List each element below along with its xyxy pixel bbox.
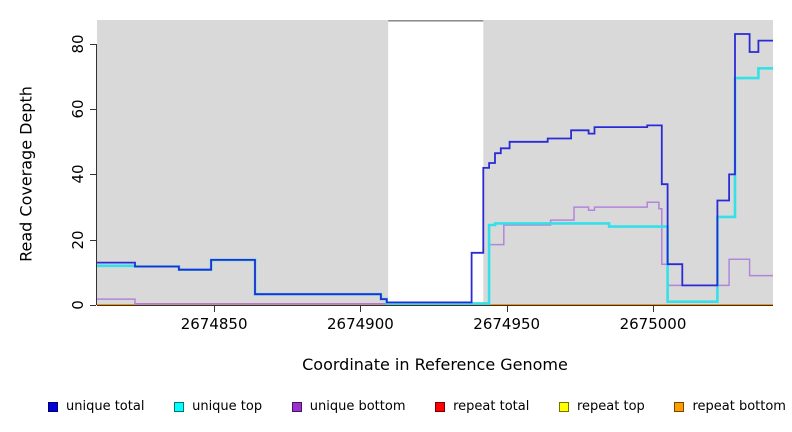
legend-label: unique bottom xyxy=(309,399,406,414)
gap-top-border xyxy=(388,20,484,22)
x-tick xyxy=(360,306,362,312)
legend-swatch-icon xyxy=(48,401,58,412)
x-tick-label: 2674900 xyxy=(326,315,394,333)
legend-label: unique total xyxy=(66,399,145,414)
legend-label: repeat bottom xyxy=(692,399,786,414)
x-axis-title: Coordinate in Reference Genome xyxy=(302,355,568,374)
y-tick-label: 20 xyxy=(69,230,87,250)
legend-item-unique-total: unique total xyxy=(48,399,144,414)
x-tick xyxy=(214,306,216,312)
x-tick xyxy=(653,306,654,312)
legend-swatch-icon xyxy=(435,401,446,412)
y-tick-label: 80 xyxy=(69,34,87,54)
legend-label: repeat top xyxy=(577,399,645,414)
legend-item-unique-top: unique top xyxy=(174,399,262,414)
series-unique-total xyxy=(97,33,773,304)
legend-swatch-icon xyxy=(559,401,569,412)
legend-label: repeat total xyxy=(453,399,530,414)
y-tick-label: 60 xyxy=(69,99,87,119)
legend: unique total unique top unique bottom repea… xyxy=(48,399,786,414)
legend-swatch-icon xyxy=(674,401,685,412)
legend-item-unique-bottom: unique bottom xyxy=(291,399,406,414)
y-tick xyxy=(90,174,96,176)
x-tick-label: 2674950 xyxy=(473,315,541,333)
y-tick-label: 40 xyxy=(69,164,87,184)
y-axis-line xyxy=(96,44,97,305)
legend-label: unique top xyxy=(192,399,263,414)
x-tick-label: 2675000 xyxy=(619,315,687,333)
legend-item-repeat-bottom: repeat bottom xyxy=(674,399,786,414)
plot-area xyxy=(97,20,773,305)
plot-canvas xyxy=(97,20,773,305)
y-tick xyxy=(90,305,96,306)
x-tick xyxy=(506,306,508,312)
x-axis-line xyxy=(97,305,773,306)
legend-swatch-icon xyxy=(291,401,302,412)
legend-swatch-icon xyxy=(174,401,185,412)
y-tick-label: 0 xyxy=(69,300,87,310)
x-tick-label: 2674850 xyxy=(180,315,248,333)
legend-item-repeat-top: repeat top xyxy=(559,399,645,414)
y-axis-title: Read Coverage Depth xyxy=(16,86,36,262)
legend-item-repeat-total: repeat total xyxy=(435,399,529,414)
covered-region xyxy=(483,20,773,305)
y-tick xyxy=(90,43,96,45)
y-tick xyxy=(90,109,96,111)
y-tick xyxy=(90,239,96,241)
covered-region xyxy=(97,20,389,305)
